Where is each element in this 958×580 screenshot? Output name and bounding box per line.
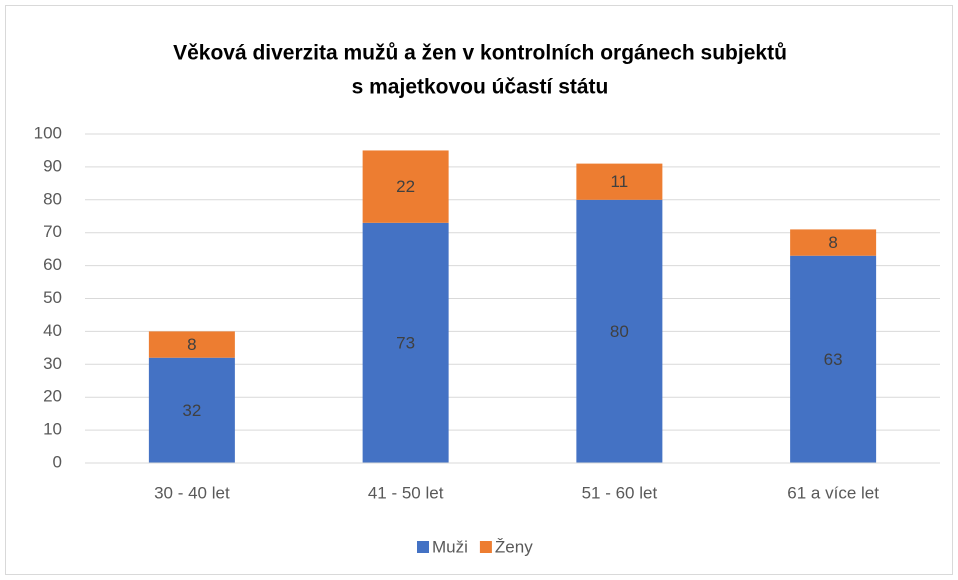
y-tick-label: 80: [43, 189, 62, 208]
legend-label: Ženy: [495, 537, 533, 556]
data-label: 22: [396, 177, 415, 196]
legend-swatch: [417, 541, 429, 553]
y-tick-label: 100: [34, 123, 62, 142]
bar-segment: [576, 163, 663, 200]
chart-title: s majetkovou účastí státu: [352, 76, 609, 99]
bar-segment: [790, 229, 877, 256]
data-label: 73: [396, 333, 415, 352]
y-tick-label: 70: [43, 222, 62, 241]
legend-label: Muži: [432, 537, 468, 556]
legend-swatch: [479, 541, 492, 553]
y-tick-label: 60: [43, 255, 62, 274]
chart-title: Věková diverzita mužů a žen v kontrolníc…: [173, 42, 787, 65]
data-label: 8: [828, 233, 837, 252]
bar-segment: [790, 255, 877, 463]
data-label: 63: [824, 350, 843, 369]
y-tick-label: 10: [43, 420, 62, 439]
x-tick-label: 61 a více let: [787, 483, 879, 502]
y-tick-label: 40: [43, 321, 62, 340]
bar-segment: [148, 331, 235, 358]
bar-segment: [362, 222, 449, 463]
data-label: 11: [611, 172, 629, 191]
data-label: 80: [610, 322, 629, 341]
y-tick-label: 0: [53, 452, 62, 471]
y-tick-label: 50: [43, 288, 62, 307]
data-label: 8: [187, 335, 196, 354]
x-tick-label: 41 - 50 let: [368, 483, 444, 502]
data-label: 32: [182, 401, 201, 420]
x-tick-label: 30 - 40 let: [154, 483, 230, 502]
y-tick-label: 30: [43, 354, 62, 373]
bar-segment: [148, 357, 235, 463]
x-tick-label: 51 - 60 let: [582, 483, 658, 502]
y-tick-label: 20: [43, 387, 62, 406]
bar-segment: [362, 150, 449, 223]
bar-segment: [576, 199, 663, 464]
y-tick-label: 90: [43, 156, 62, 175]
